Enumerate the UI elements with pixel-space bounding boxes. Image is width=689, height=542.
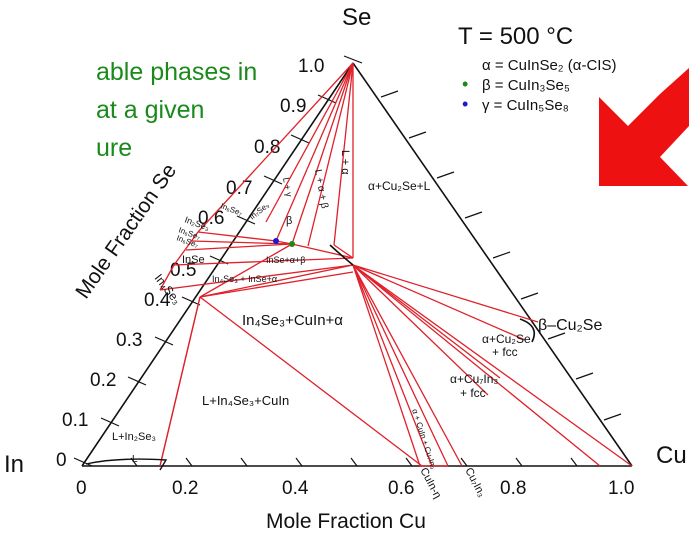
se-tick-0.9: 0.9	[280, 96, 306, 117]
se-tick-0.3: 0.3	[116, 330, 142, 351]
beta-point	[289, 241, 295, 247]
cu-tick-0.6: 0.6	[388, 478, 414, 499]
region-in4se3-cuin-alpha: In₄Se₃+CuIn+α	[242, 312, 343, 329]
cu-tick-1.0: 1.0	[608, 478, 634, 499]
se-tick-1.0: 1.0	[298, 56, 324, 77]
temperature-label: T = 500 °C	[458, 23, 573, 50]
ticks-right	[380, 90, 622, 421]
legend-beta-dot: •	[462, 74, 468, 94]
region-inse-alpha-beta: InSe+α+β	[266, 255, 305, 265]
region-alpha-cu2se-fcc-1: α+Cu₂Se	[482, 332, 531, 346]
legend-alpha: α = CuInSe₂ (α-CIS)	[482, 57, 616, 74]
cu-tick-0: 0	[76, 478, 87, 499]
vertex-se: Se	[342, 4, 371, 31]
label-cuin-eta: CuIn-η	[417, 466, 443, 501]
legend: α = CuInSe₂ (α-CIS) • β = CuIn₃Se₅ • γ =…	[462, 57, 616, 114]
region-in4se3-inse-alpha: In₄Se₃ + InSe+α	[212, 274, 277, 284]
se-ticks-left	[73, 55, 363, 467]
phase-boundaries	[159, 62, 633, 467]
gamma-point	[273, 238, 279, 244]
label-beta: β	[286, 215, 292, 227]
region-alpha-cu7in3-fcc-2: + fcc	[460, 386, 486, 400]
se-tick-0.8: 0.8	[254, 137, 280, 158]
cu-ticks-bottom	[130, 457, 578, 467]
red-arrow-icon	[599, 68, 689, 186]
legend-beta: β = CuIn₃Se₅	[482, 77, 570, 94]
region-alpha-cu2se-fcc-2: + fcc	[492, 345, 518, 359]
axis-label-cu: Mole Fraction Cu	[266, 510, 426, 533]
se-tick-0.1: 0.1	[62, 410, 88, 431]
cu-tick-0.8: 0.8	[500, 478, 526, 499]
se-tick-0: 0	[56, 450, 67, 471]
legend-gamma-dot: •	[462, 94, 468, 114]
title-line-3: ure	[96, 134, 132, 162]
alpha-cis-field-outline	[329, 244, 354, 266]
vertex-in: In	[4, 451, 24, 478]
region-labels: α+Cu₂Se+L In₄Se₃+CuIn+α L+In₄Se₃+CuIn L+…	[112, 150, 602, 501]
label-cu7in3: Cu₇In₃	[462, 466, 487, 499]
label-inse: InSe	[182, 254, 205, 266]
region-beta-cu2se: β–Cu₂Se	[538, 317, 602, 334]
label-l-alpha: L + α	[339, 150, 351, 175]
se-tick-0.2: 0.2	[90, 370, 116, 391]
title-line-2: at a given	[96, 96, 204, 124]
label-l-alpha-beta: L + α + β	[312, 169, 330, 210]
liquid-boundary-curve	[85, 458, 168, 471]
region-l-in4se3-cuin: L+In₄Se₃+CuIn	[202, 393, 289, 408]
label-l-gamma: L + γ	[281, 177, 294, 198]
region-l: L	[132, 454, 138, 465]
cu-tick-0.2: 0.2	[172, 478, 198, 499]
se-tick-0.4: 0.4	[144, 290, 171, 311]
legend-gamma: γ = CuIn₅Se₈	[482, 97, 569, 114]
beta-cu2se-curve	[519, 318, 536, 343]
region-l-in2se3: L+In₂Se₃	[112, 431, 156, 443]
cu-tick-labels: 0 0.2 0.4 0.6 0.8 1.0	[76, 478, 634, 499]
vertex-cu: Cu	[656, 442, 687, 469]
se-tick-0.7: 0.7	[226, 178, 252, 199]
title-line-1: able phases in	[96, 58, 257, 86]
region-alpha-cu7in3-fcc-1: α+Cu₇In₃	[450, 372, 498, 386]
region-alpha-cu2se-l: α+Cu₂Se+L	[368, 179, 431, 193]
cu-tick-0.4: 0.4	[282, 478, 309, 499]
